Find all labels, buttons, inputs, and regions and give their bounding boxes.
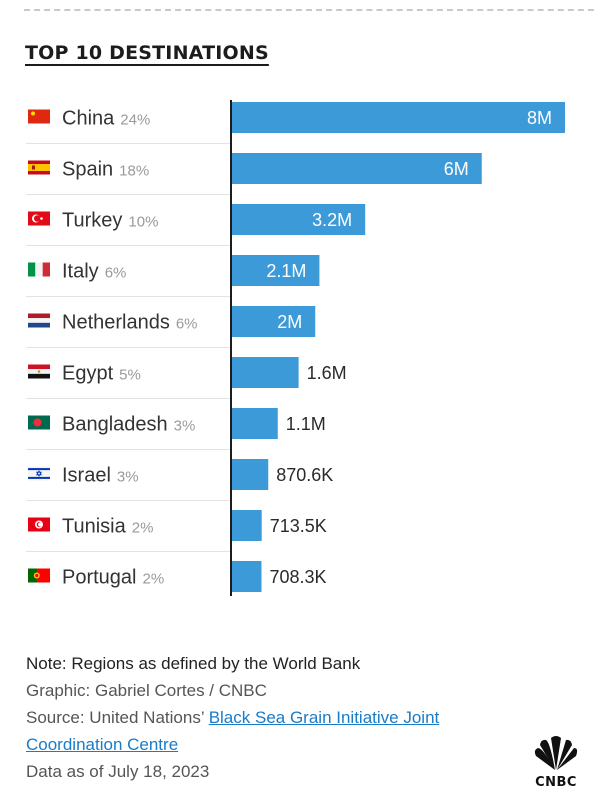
country-label: Turkey 10% [62, 210, 158, 232]
country-label: Israel 3% [62, 465, 139, 487]
country-name: Israel [62, 465, 111, 487]
footer-graphic-credit: Graphic: Gabriel Cortes / CNBC [26, 681, 267, 700]
bar [232, 204, 366, 235]
value-label: 1.6M [307, 363, 347, 383]
netherlands-flag-icon [28, 313, 50, 328]
country-label: China 24% [62, 108, 150, 130]
country-share: 24% [120, 112, 150, 129]
footer-date: Data as of July 18, 2023 [26, 762, 210, 781]
spain-flag-icon [28, 160, 50, 175]
bangladesh-flag-icon [28, 415, 50, 430]
country-share: 18% [119, 163, 149, 180]
country-share: 3% [174, 418, 196, 435]
china-flag-icon [28, 109, 50, 124]
value-label: 713.5K [270, 516, 327, 536]
footer-note: Note: Regions as defined by the World Ba… [26, 654, 361, 673]
value-label: 2M [277, 312, 302, 332]
footer-source-prefix: Source: United Nations’ [26, 708, 209, 727]
value-label: 870.6K [276, 465, 333, 485]
bar [232, 153, 482, 184]
country-label: Bangladesh 3% [62, 414, 195, 436]
bar [232, 255, 320, 286]
tunisia-flag-icon [28, 517, 50, 532]
bar-chart: China 24%Spain 18%Turkey 10%Italy 6%Netherla… [26, 100, 565, 596]
country-label: Portugal 2% [62, 567, 164, 589]
footer: Note: Regions as defined by the World Ba… [26, 650, 506, 785]
country-name: Turkey [62, 210, 122, 232]
country-label: Netherlands 6% [62, 312, 198, 334]
bar [232, 357, 299, 388]
israel-flag-icon [28, 466, 50, 481]
country-name: Netherlands [62, 312, 170, 334]
country-label: Tunisia 2% [62, 516, 153, 538]
bar [232, 561, 262, 592]
bar [232, 102, 565, 133]
italy-flag-icon [28, 262, 50, 277]
value-label: 6M [444, 159, 469, 179]
country-label: Italy 6% [62, 261, 126, 283]
bar [232, 510, 262, 541]
logo-text: CNBC [535, 775, 577, 788]
country-name: Bangladesh [62, 414, 168, 436]
bar [232, 459, 269, 490]
bars-layer: 8M 6M 3.2M 2.1M 2M 1.6M 1.1M 870.6K 713.5K 708.3K [232, 102, 565, 592]
value-label: 8M [527, 108, 552, 128]
country-name: Egypt [62, 363, 114, 385]
country-share: 6% [176, 316, 198, 333]
country-share: 2% [143, 571, 165, 588]
value-label: 1.1M [286, 414, 326, 434]
country-share: 2% [132, 520, 154, 537]
country-name: Tunisia [62, 516, 127, 538]
bar [232, 306, 316, 337]
country-share: 5% [119, 367, 141, 384]
country-label: Egypt 5% [62, 363, 141, 385]
bar [232, 408, 278, 439]
source-link[interactable]: Black Sea Grain Initiative Joint Coordin… [26, 708, 440, 754]
labels-layer: China 24%Spain 18%Turkey 10%Italy 6%Netherla… [26, 108, 230, 589]
value-label: 2.1M [266, 261, 306, 281]
country-share: 10% [128, 214, 158, 231]
chart-title: TOP 10 DESTINATIONS [25, 42, 269, 64]
country-name: Portugal [62, 567, 137, 589]
country-share: 6% [105, 265, 127, 282]
footer-source: Source: United Nations’ Black Sea Grain … [26, 704, 506, 758]
country-label: Spain 18% [62, 159, 149, 181]
portugal-flag-icon [28, 568, 50, 583]
value-label: 3.2M [312, 210, 352, 230]
top-dashed-divider [24, 9, 594, 11]
country-name: Italy [62, 261, 99, 283]
cnbc-peacock-icon: CNBC [534, 736, 578, 788]
country-name: China [62, 108, 115, 130]
turkey-flag-icon [28, 211, 50, 226]
country-share: 3% [117, 469, 139, 486]
value-label: 708.3K [269, 567, 326, 587]
egypt-flag-icon [28, 364, 50, 379]
country-name: Spain [62, 159, 113, 181]
